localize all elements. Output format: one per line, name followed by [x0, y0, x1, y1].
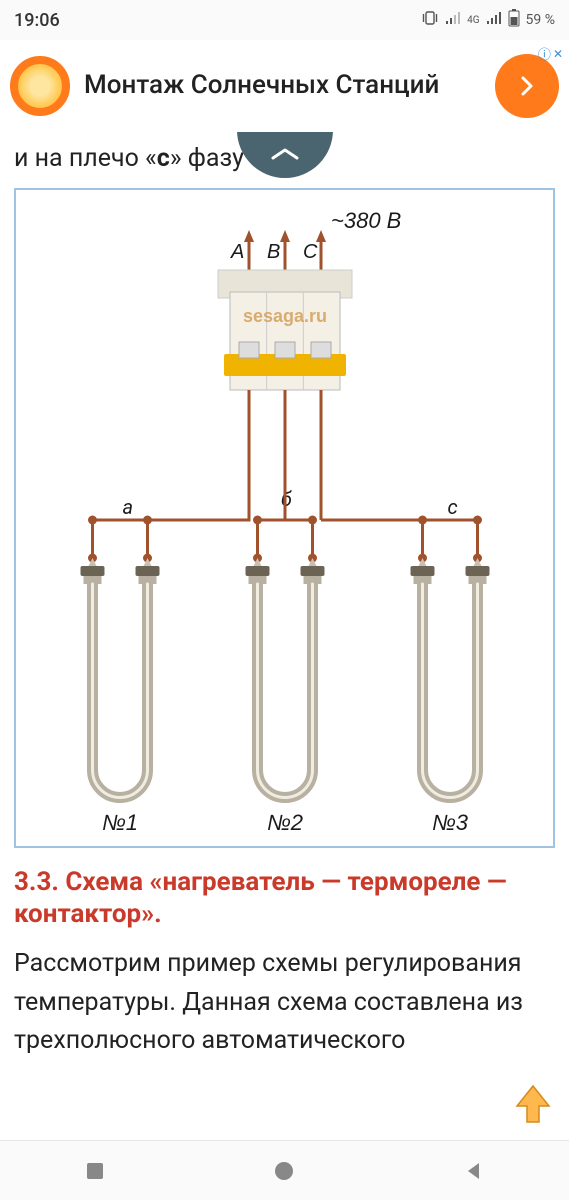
nav-back-icon[interactable] [463, 1160, 485, 1182]
svg-text:с: с [447, 495, 457, 519]
article-content[interactable]: и на плечо «с» фазу С. ~380 ВABCsesaga.r… [0, 132, 569, 1140]
svg-text:~380 В: ~380 В [331, 208, 401, 233]
svg-text:A: A [230, 241, 244, 263]
status-bar: 19:06 4G 59 % [0, 0, 569, 40]
ad-banner[interactable]: ⓘ ✕ Монтаж Солнечных Станций [0, 40, 569, 132]
svg-text:C: C [303, 241, 318, 263]
intro-prefix: и на плечо « [14, 144, 157, 173]
status-time: 19:06 [14, 10, 60, 31]
vibrate-icon [421, 9, 439, 31]
section-title: 3.3. Схема «нагреватель — термореле — ко… [14, 866, 555, 931]
android-nav-bar [0, 1140, 569, 1200]
nav-home-icon[interactable] [273, 1160, 295, 1182]
svg-text:sesaga.ru: sesaga.ru [242, 306, 326, 326]
ad-logo-icon [10, 56, 70, 116]
svg-text:№3: №3 [431, 810, 468, 835]
network-label: 4G [467, 15, 479, 26]
ad-close-icon[interactable]: ✕ [553, 47, 563, 61]
battery-pct: 59 % [526, 12, 555, 28]
ad-info-icon[interactable]: ⓘ [538, 44, 551, 63]
ad-info-controls[interactable]: ⓘ ✕ [538, 44, 563, 63]
svg-text:№2: №2 [266, 810, 302, 835]
signal-icon-1 [445, 11, 461, 29]
svg-text:№1: №1 [101, 810, 137, 835]
wiring-diagram: ~380 ВABCsesaga.ruбас№1№2№3 [14, 188, 555, 848]
signal-icon-2 [486, 11, 502, 29]
scroll-up-button[interactable] [509, 1080, 557, 1128]
intro-bold: с [157, 144, 170, 173]
battery-icon [508, 9, 520, 31]
nav-recent-icon[interactable] [84, 1160, 106, 1182]
status-right: 4G 59 % [421, 9, 555, 31]
svg-text:а: а [122, 495, 133, 519]
svg-text:B: B [267, 241, 280, 263]
ad-title: Монтаж Солнечных Станций [84, 71, 495, 101]
ad-arrow-button[interactable] [495, 54, 559, 118]
body-paragraph: Рассмотрим пример схемы регулирования те… [14, 945, 555, 1061]
